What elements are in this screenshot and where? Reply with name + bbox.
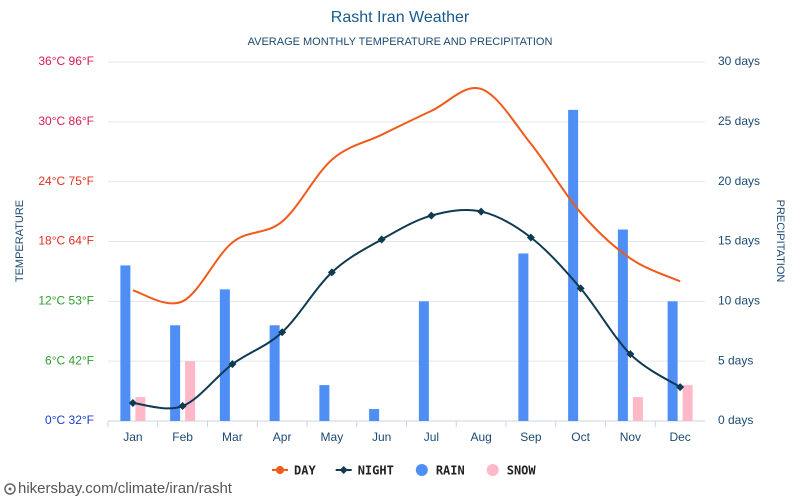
bar xyxy=(185,361,196,421)
point xyxy=(377,235,386,244)
x-tick-label: May xyxy=(321,430,344,444)
point xyxy=(178,402,187,411)
x-tick-label: Jul xyxy=(424,430,439,444)
legend-swatch xyxy=(415,464,428,476)
y-tick-label: 6°C 42°F xyxy=(45,353,94,367)
y2-tick-label: 0 days xyxy=(718,413,753,427)
source-link[interactable]: hikersbay.com/climate/iran/rasht xyxy=(18,480,233,497)
bar xyxy=(135,397,146,421)
y-tick-label: 36°C 96°F xyxy=(38,54,94,68)
bar xyxy=(269,325,280,421)
point xyxy=(427,211,436,220)
bar xyxy=(518,253,529,421)
legend-swatch xyxy=(486,464,499,476)
chart-subtitle: AVERAGE MONTHLY TEMPERATURE AND PRECIPIT… xyxy=(248,36,553,48)
y-tick-label: 18°C 64°F xyxy=(38,234,94,248)
point xyxy=(626,350,635,359)
bar xyxy=(667,301,678,421)
bar xyxy=(170,325,181,421)
bar xyxy=(369,409,380,421)
y-tick-label: 24°C 75°F xyxy=(38,174,94,188)
bar xyxy=(632,397,643,421)
legend-item: RAIN xyxy=(415,464,465,478)
bar xyxy=(682,385,693,421)
bar xyxy=(418,301,429,421)
x-tick-label: Dec xyxy=(669,430,690,444)
x-tick-label: Sep xyxy=(520,430,542,444)
legend-label: DAY xyxy=(294,464,316,478)
y2-tick-label: 20 days xyxy=(718,174,760,188)
point xyxy=(278,328,287,337)
x-tick-label: Nov xyxy=(620,430,641,444)
point xyxy=(228,360,237,369)
point xyxy=(477,207,486,216)
legend-item: DAY xyxy=(272,464,316,478)
x-tick-label: Feb xyxy=(172,430,193,444)
point xyxy=(526,233,535,242)
x-tick-label: Aug xyxy=(470,430,491,444)
point xyxy=(576,284,585,293)
x-tick-label: Jan xyxy=(123,430,142,444)
bar xyxy=(319,385,330,421)
legend-label: RAIN xyxy=(436,464,465,478)
point xyxy=(676,383,685,392)
legend-item: SNOW xyxy=(486,464,537,478)
x-tick-label: Jun xyxy=(372,430,391,444)
y2-tick-label: 15 days xyxy=(718,234,760,248)
legend-label: SNOW xyxy=(507,464,537,478)
bar xyxy=(120,265,131,421)
y-tick-label: 12°C 53°F xyxy=(38,294,94,308)
bar xyxy=(617,229,628,421)
y2-tick-label: 10 days xyxy=(718,294,760,308)
line xyxy=(132,209,681,410)
legend-swatch xyxy=(339,466,348,474)
point xyxy=(327,268,336,277)
bar xyxy=(219,289,230,421)
y-tick-label: 0°C 32°F xyxy=(45,413,94,427)
x-tick-label: Apr xyxy=(273,430,292,444)
y2-axis-label: PRECIPITATION xyxy=(774,200,786,283)
chart-title: Rasht Iran Weather xyxy=(331,9,470,26)
legend-swatch xyxy=(276,466,284,474)
x-tick-label: Oct xyxy=(571,430,590,444)
point xyxy=(128,399,137,408)
x-tick-label: Mar xyxy=(222,430,243,444)
bar xyxy=(568,109,579,421)
source-icon xyxy=(4,483,16,495)
y-tick-label: 30°C 86°F xyxy=(38,114,94,128)
y2-tick-label: 25 days xyxy=(718,114,760,128)
legend-label: NIGHT xyxy=(358,464,394,478)
y-axis-label: TEMPERATURE xyxy=(14,200,26,282)
line xyxy=(132,86,681,305)
legend-item: NIGHT xyxy=(335,464,394,478)
y2-tick-label: 5 days xyxy=(718,353,753,367)
y2-tick-label: 30 days xyxy=(718,54,760,68)
